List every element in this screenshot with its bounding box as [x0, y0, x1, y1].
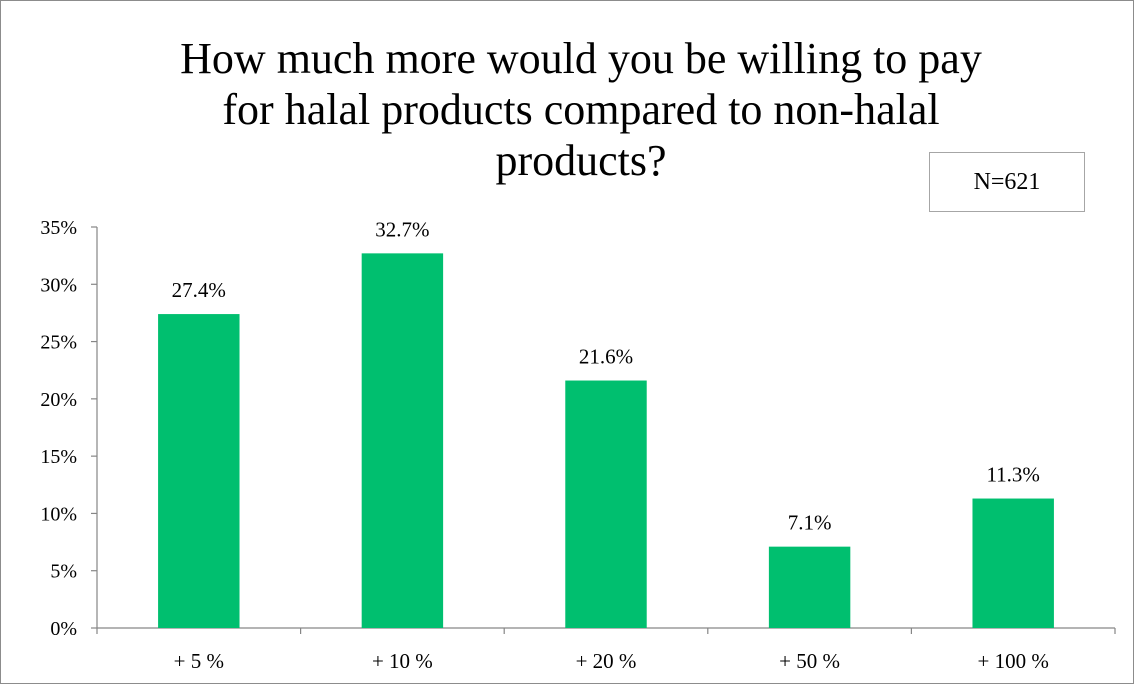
bar [768, 546, 851, 628]
data-label: 21.6% [579, 345, 633, 369]
chart-title: How much more would you be willing to pa… [180, 34, 982, 185]
data-label: 32.7% [375, 217, 429, 241]
y-tick-label: 25% [40, 332, 77, 354]
x-tick-label: + 50 % [779, 649, 840, 673]
bars [158, 253, 1054, 628]
x-tick-label: + 20 % [576, 649, 637, 673]
bar [565, 380, 647, 628]
data-label: 7.1% [788, 511, 832, 535]
x-axis: + 5 % + 10 % + 20 % + 50 % + 100 % [96, 627, 1116, 673]
y-tick-label: 30% [40, 274, 77, 296]
y-tick-label: 5% [50, 561, 77, 583]
y-tick-label: 20% [40, 389, 77, 411]
bar [158, 314, 240, 628]
data-label: 11.3% [986, 463, 1039, 487]
y-tick-label: 0% [50, 618, 77, 640]
bar [361, 253, 444, 628]
y-tick-label: 35% [40, 217, 77, 239]
y-tick-label: 15% [40, 446, 77, 468]
data-label: 27.4% [172, 278, 226, 302]
x-tick-label: + 100 % [978, 649, 1049, 673]
x-tick-label: + 10 % [372, 649, 433, 673]
x-tick-label: + 5 % [174, 649, 224, 673]
bar [972, 498, 1054, 628]
data-labels: 27.4% 32.7% 21.6% 7.1% 11.3% [172, 217, 1040, 534]
y-axis: 0% 5% 10% 15% 20% 25% 30% 35% [40, 217, 98, 640]
y-tick-label: 10% [40, 503, 77, 525]
sample-size-label: N=621 [973, 169, 1041, 195]
sample-size-box: N=621 [929, 152, 1085, 212]
